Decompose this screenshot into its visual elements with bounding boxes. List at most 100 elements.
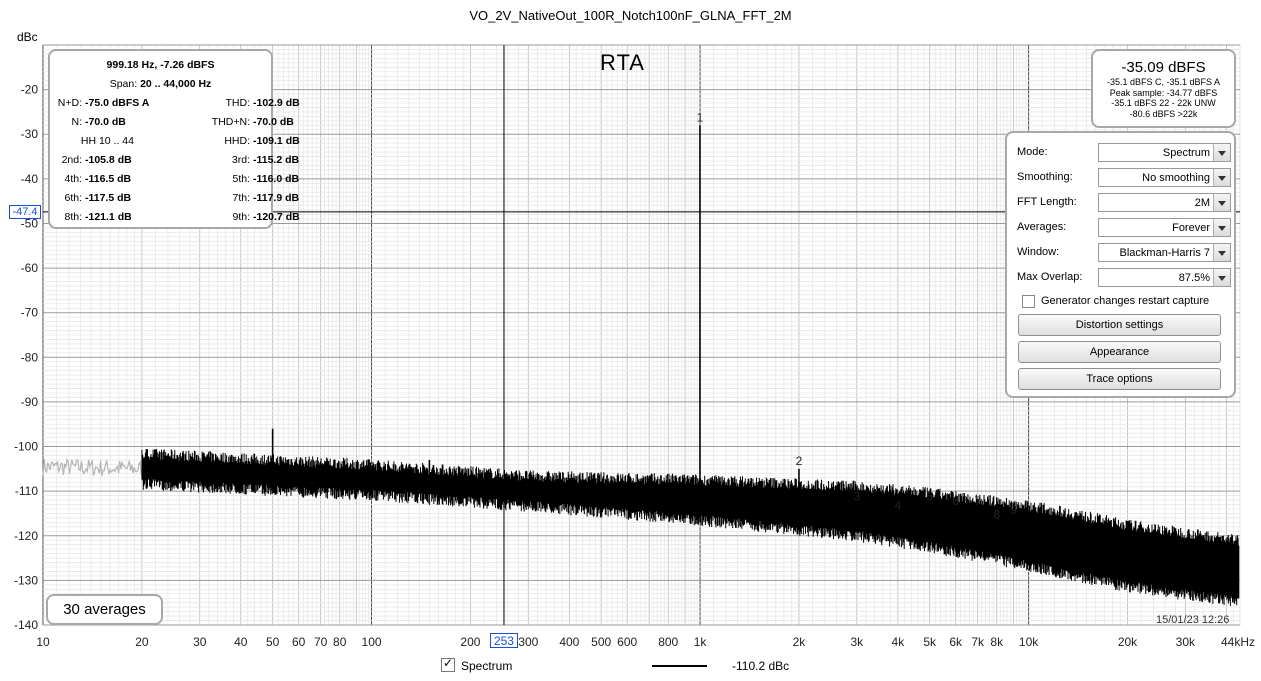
max-overlap-value: 87.5% [1178,272,1210,284]
x-tick-label: 50 [266,635,280,649]
chevron-down-icon[interactable] [1213,269,1230,286]
fft-length-select[interactable]: 2M [1098,193,1231,212]
window-title: VO_2V_NativeOut_100R_Notch100nF_GLNA_FFT… [469,8,792,23]
mode-row: Mode: Spectrum [1017,143,1231,163]
x-tick-label: 70 [314,635,328,649]
distortion-value: -70.0 dB [85,116,126,128]
legend-line-swatch [652,665,707,667]
x-tick-label: 7k [971,635,985,649]
max-overlap-label: Max Overlap: [1017,271,1083,283]
span-label: Span: [109,78,138,90]
distortion-cell: HHD: -109.1 dB [160,132,299,150]
x-tick-label: 100 [362,635,382,649]
smoothing-row: Smoothing: No smoothing [1017,168,1231,188]
cursor-y-readout[interactable]: -47.4 [9,204,41,219]
mode-select[interactable]: Spectrum [1098,143,1231,162]
trace-below-20hz [42,457,142,477]
x-tick-label: 44kHz [1221,635,1255,649]
distortion-cell: N+D: -75.0 dBFS A [54,94,150,112]
distortion-cell: 2nd: -105.8 dB [54,151,132,169]
rta-controls-panel: Mode: Spectrum Smoothing: No smoothing F… [1005,131,1236,398]
distortion-value: -115.2 dB [253,154,300,166]
distortion-header: 999.18 Hz, -7.26 dBFS [106,59,215,71]
generator-restart-label: Generator changes restart capture [1041,295,1210,307]
averages-label: Averages: [1017,221,1067,233]
distortion-row: 4th: -116.5 dB 5th: -116.0 dB [50,170,299,188]
chevron-down-icon[interactable] [1213,219,1230,236]
y-tick-label: -130 [14,573,38,587]
smoothing-label: Smoothing: [1017,171,1073,183]
distortion-key: N+D: [57,97,82,109]
trace-options-button[interactable]: Trace options [1018,368,1221,390]
fft-length-label: FFT Length: [1017,196,1077,208]
mode-value: Spectrum [1162,147,1210,159]
y-axis-unit: dBc [17,30,38,44]
distortion-row: HH 10 .. 44 HHD: -109.1 dB [50,132,300,150]
fft-length-row: FFT Length: 2M [1017,193,1231,213]
x-tick-label: 8k [990,635,1004,649]
distortion-value: -102.9 dB [253,97,300,109]
averages-count: 30 averages [46,594,163,625]
x-axis-labels: 10 20 30 40 50 60 70 80 100 200 300 400 500 600 800 1k 2… [36,635,1255,649]
harmonic-marker-label: 3 [853,490,860,504]
harmonic-marker-label: 7 [974,494,981,508]
spectrum-trace-below-20hz [42,457,142,477]
harmonic-marker-label: 9 [1010,503,1017,517]
distortion-settings-button[interactable]: Distortion settings [1018,314,1221,336]
chevron-down-icon[interactable] [1213,169,1230,186]
x-tick-label: 20 [135,635,149,649]
distortion-value: -116.0 dB [253,173,300,185]
x-tick-label: 800 [658,635,678,649]
timestamp: 15/01/23 12:26 [1156,614,1230,626]
y-tick-label: -120 [14,529,38,543]
distortion-cell: 5th: -116.0 dB [160,170,299,188]
x-tick-label: 6k [949,635,963,649]
distortion-value: -105.8 dB [85,154,132,166]
max-overlap-select[interactable]: 87.5% [1098,268,1231,287]
appearance-button[interactable]: Appearance [1018,341,1221,363]
distortion-cell: 3rd: -115.2 dB [160,151,299,169]
averages-select[interactable]: Forever [1098,218,1231,237]
distortion-value: -116.5 dB [85,173,132,185]
y-tick-label: -60 [21,261,39,275]
distortion-row: 8th: -121.1 dB 9th: -120.7 dB [50,208,299,226]
distortion-key: 2nd: [61,154,82,166]
x-tick-label: 1k [694,635,708,649]
x-tick-label: 10 [36,635,50,649]
x-tick-label: 400 [559,635,579,649]
spectrum-visible-checkbox[interactable] [441,656,455,672]
distortion-row: N+D: -75.0 dBFS A THD: -102.9 dB [50,94,300,112]
distortion-row: N: -70.0 dB THD+N: -70.0 dB [50,113,294,131]
x-tick-label: 80 [333,635,347,649]
x-tick-label: 3k [850,635,864,649]
cursor-x-readout[interactable]: 253 [489,633,518,648]
distortion-row: 6th: -117.5 dB 7th: -117.9 dB [50,189,299,207]
distortion-row: 2nd: -105.8 dB 3rd: -115.2 dB [50,151,300,169]
y-tick-label: -50 [21,216,39,230]
window-label: Window: [1017,246,1060,258]
x-tick-label: 500 [591,635,611,649]
x-tick-label: 2k [793,635,807,649]
level-line-1: -35.1 dBFS C, -35.1 dBFS A [1106,77,1221,87]
level-panel: -35.09 dBFS -35.1 dBFS C, -35.1 dBFS A P… [1091,49,1236,128]
window-select[interactable]: Blackman-Harris 7 [1098,243,1231,262]
distortion-key: 4th: [64,173,82,185]
legend-cursor-value: -110.2 dBc [732,659,790,673]
smoothing-select[interactable]: No smoothing [1098,168,1231,187]
x-tick-label: 30 [193,635,207,649]
y-tick-label: -110 [15,484,38,498]
level-dbfs: -35.09 dBFS [1121,59,1206,76]
legend-series-name: Spectrum [461,659,513,673]
y-tick-label: -40 [21,172,39,186]
smoothing-value: No smoothing [1142,172,1210,184]
distortion-panel: 999.18 Hz, -7.26 dBFS Span: 20 .. 44,000… [48,49,300,229]
y-tick-label: -70 [21,306,39,320]
distortion-cell: 4th: -116.5 dB [54,170,131,188]
y-tick-label: -90 [21,395,39,409]
chevron-down-icon[interactable] [1213,244,1230,261]
chevron-down-icon[interactable] [1213,194,1230,211]
distortion-cell: 9th: -120.7 dB [160,208,299,226]
chevron-down-icon[interactable] [1213,144,1230,161]
generator-restart-checkbox[interactable] [1022,295,1035,308]
y-tick-label: -100 [14,440,38,454]
